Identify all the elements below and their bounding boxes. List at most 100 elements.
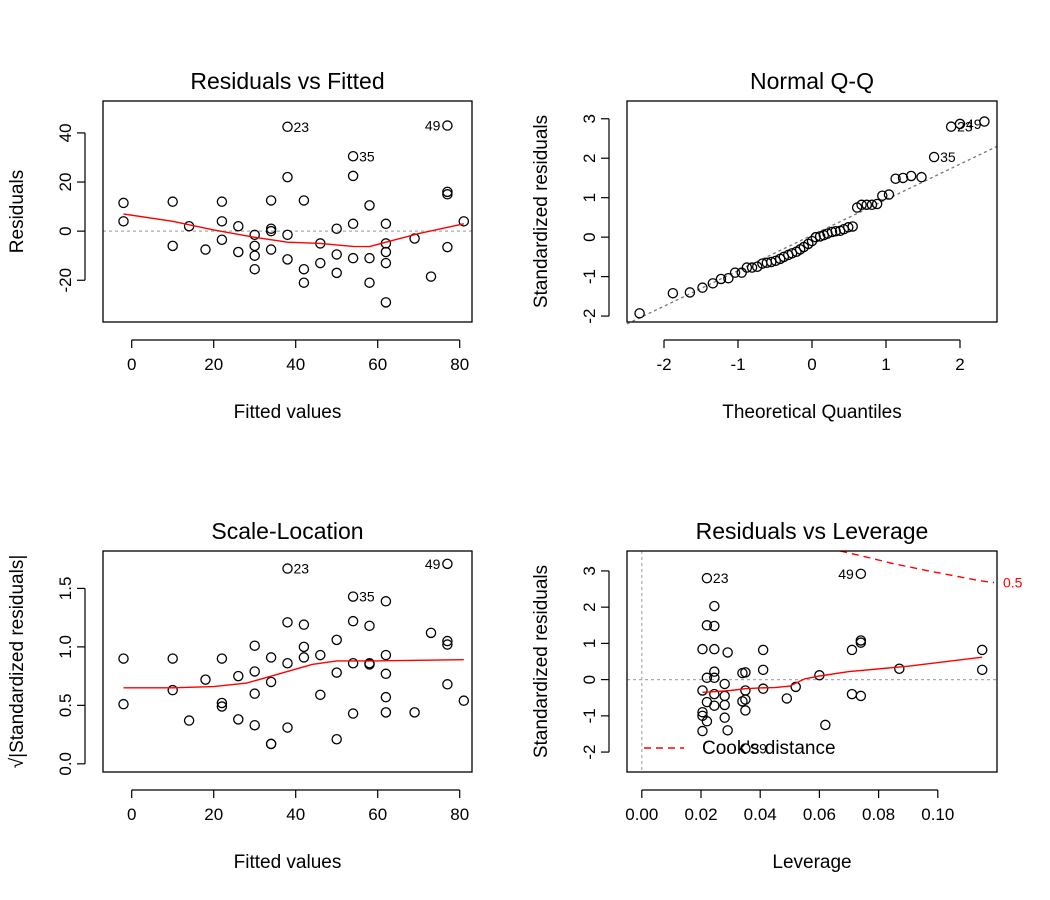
data-point bbox=[976, 664, 988, 676]
data-point bbox=[751, 261, 763, 272]
data-point bbox=[954, 118, 966, 130]
chart-title: Residuals vs Fitted bbox=[190, 68, 384, 94]
data-point bbox=[442, 558, 453, 570]
y-tick-label: 1 bbox=[580, 193, 599, 202]
data-point bbox=[216, 196, 228, 207]
data-point bbox=[719, 678, 730, 690]
x-tick-label: 0.04 bbox=[744, 805, 777, 824]
data-point bbox=[249, 263, 260, 275]
data-point bbox=[216, 697, 228, 709]
data-point bbox=[167, 684, 178, 696]
chart-title: Normal Q-Q bbox=[750, 68, 874, 94]
data-point bbox=[707, 278, 719, 289]
data-point bbox=[380, 707, 392, 718]
y-tick-label: -1 bbox=[580, 269, 599, 284]
y-tick-label: 2 bbox=[580, 153, 599, 162]
data-point bbox=[826, 226, 838, 238]
data-point bbox=[697, 282, 708, 293]
y-tick-label: 1.5 bbox=[56, 577, 75, 601]
data-point bbox=[282, 121, 293, 133]
data-point bbox=[442, 189, 453, 200]
point-label: 49 bbox=[425, 556, 441, 572]
data-point bbox=[976, 644, 988, 656]
data-point bbox=[216, 653, 228, 664]
residuals-vs-leverage-panel: Residuals vs Leverage Leverage Standardize… bbox=[531, 518, 1023, 873]
plot-frame bbox=[626, 550, 998, 773]
data-point bbox=[249, 640, 260, 651]
data-point bbox=[249, 240, 260, 252]
data-point bbox=[331, 223, 342, 234]
data-point bbox=[233, 220, 244, 232]
data-point bbox=[709, 666, 720, 677]
data-point bbox=[265, 225, 277, 237]
data-point bbox=[265, 652, 277, 663]
data-point bbox=[233, 670, 244, 682]
residuals-vs-fitted-panel: Residuals vs Fitted Fitted values Residual… bbox=[7, 68, 473, 423]
x-tick-label: 0.10 bbox=[921, 805, 954, 824]
data-point bbox=[331, 734, 342, 745]
data-point bbox=[740, 685, 751, 696]
data-point bbox=[442, 679, 453, 690]
data-point bbox=[249, 719, 260, 731]
data-point bbox=[820, 719, 831, 731]
data-point bbox=[347, 252, 359, 264]
data-point bbox=[723, 272, 734, 284]
data-point bbox=[719, 712, 730, 723]
data-point bbox=[380, 691, 392, 703]
data-point bbox=[740, 667, 751, 678]
smoother-line bbox=[123, 213, 464, 248]
data-point bbox=[701, 716, 713, 727]
data-point bbox=[843, 222, 854, 233]
data-point bbox=[757, 644, 769, 656]
data-point bbox=[167, 240, 178, 252]
data-point bbox=[409, 707, 420, 718]
data-point bbox=[709, 688, 720, 700]
data-point bbox=[364, 620, 375, 632]
y-axis-label: √|Standardized residuals| bbox=[7, 555, 28, 769]
data-point bbox=[790, 681, 801, 693]
smoother-line bbox=[123, 659, 464, 689]
data-point bbox=[364, 659, 375, 670]
data-point bbox=[216, 234, 228, 245]
data-point bbox=[118, 197, 129, 209]
x-tick-label: -2 bbox=[656, 355, 671, 374]
data-point bbox=[442, 639, 453, 650]
x-tick-label: 0 bbox=[127, 355, 136, 374]
data-point bbox=[856, 199, 867, 211]
data-point bbox=[709, 620, 720, 632]
data-point bbox=[722, 725, 733, 736]
data-point bbox=[282, 617, 293, 628]
y-tick-label: 2 bbox=[580, 602, 599, 611]
data-point bbox=[715, 273, 727, 285]
x-tick-label: 0.08 bbox=[862, 805, 895, 824]
y-tick-label: 0 bbox=[580, 232, 599, 241]
data-point bbox=[347, 170, 359, 182]
data-point bbox=[282, 722, 293, 733]
data-point bbox=[847, 221, 858, 232]
y-axis-label: Standardized residuals bbox=[531, 565, 552, 758]
data-point bbox=[364, 252, 375, 264]
data-point bbox=[846, 644, 858, 656]
data-point bbox=[709, 700, 720, 711]
data-point bbox=[347, 591, 359, 602]
data-point bbox=[265, 676, 277, 688]
data-point bbox=[282, 563, 293, 574]
data-point bbox=[737, 696, 748, 707]
point-label: 23 bbox=[294, 561, 310, 577]
x-tick-label: 0.00 bbox=[625, 805, 658, 824]
data-point bbox=[298, 195, 310, 206]
plot-frame bbox=[626, 100, 998, 323]
data-point bbox=[786, 248, 798, 259]
data-point bbox=[315, 649, 326, 661]
data-point bbox=[861, 199, 873, 211]
data-point bbox=[331, 667, 342, 678]
data-point bbox=[781, 693, 793, 704]
x-tick-label: 60 bbox=[368, 355, 387, 374]
cooks-distance-contour bbox=[839, 550, 995, 584]
x-tick-label: 2 bbox=[955, 355, 964, 374]
data-point bbox=[425, 271, 437, 282]
data-point bbox=[347, 658, 359, 669]
x-tick-label: 0 bbox=[807, 355, 816, 374]
data-point bbox=[877, 190, 888, 201]
